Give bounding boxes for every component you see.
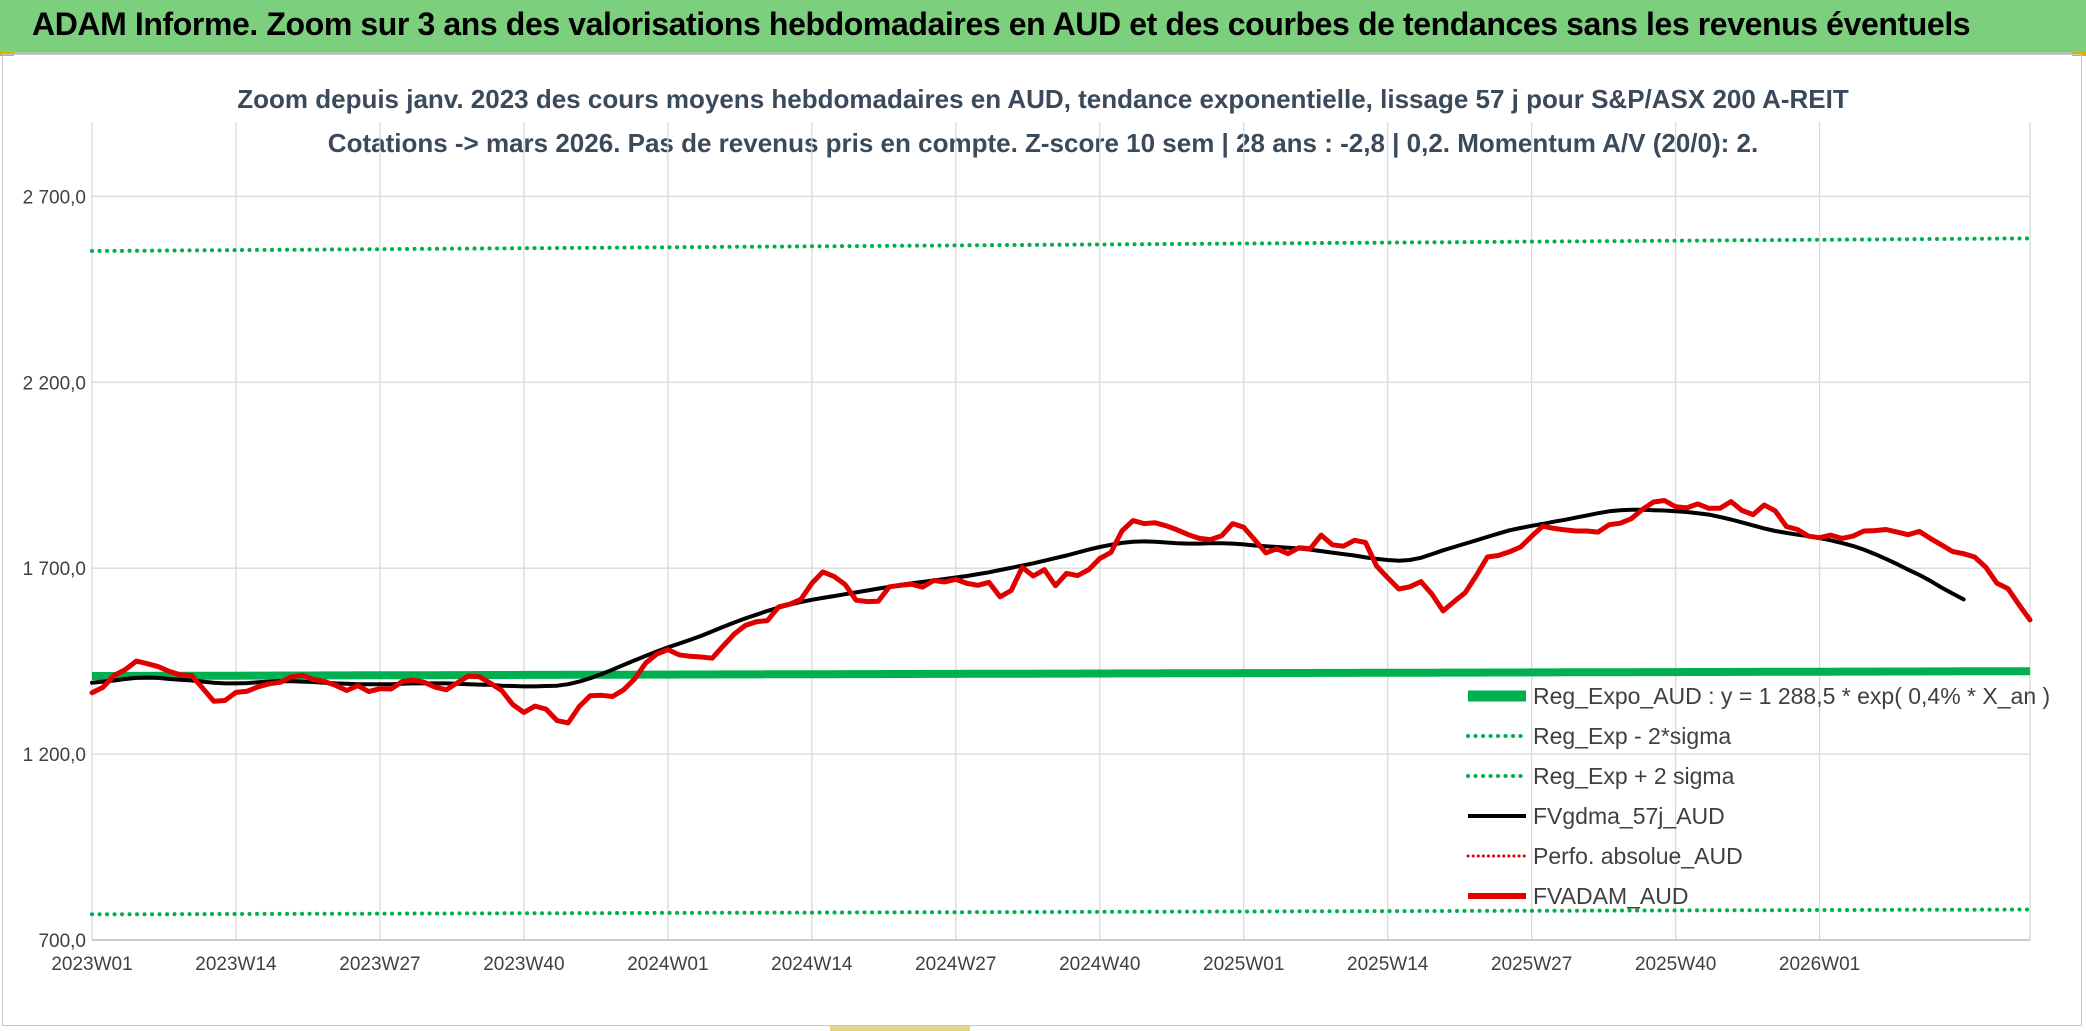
y-tick-label: 1 700,0 (23, 559, 86, 580)
fvgdma-57j-line (90, 507, 1966, 689)
report-banner: ADAM Informe. Zoom sur 3 ans des valoris… (0, 0, 2086, 54)
legend-label: Reg_Expo_AUD : y = 1 288,5 * exp( 0,4% *… (1533, 683, 2050, 709)
y-tick-label: 700,0 (38, 931, 86, 952)
x-tick-label: 2024W14 (771, 954, 853, 975)
x-tick-label: 2024W40 (1059, 954, 1140, 975)
x-tick-label: 2025W40 (1635, 954, 1716, 975)
reg-exp-minus-2sigma-line (90, 907, 2032, 917)
report-title: ADAM Informe. Zoom sur 3 ans des valoris… (32, 6, 1971, 42)
chart-subtitle: Cotations -> mars 2026. Pas de revenus p… (327, 128, 1759, 158)
chart-title: Zoom depuis janv. 2023 des cours moyens … (237, 84, 1849, 114)
legend-label: Perfo. absolue_AUD (1533, 843, 1743, 869)
x-tick-label: 2025W14 (1347, 954, 1429, 975)
fvadam-aud-line (89, 498, 2033, 726)
bottom-tab-marker (830, 1026, 970, 1031)
y-tick-label: 1 200,0 (23, 745, 86, 766)
x-tick-label: 2023W27 (339, 954, 420, 975)
reg-expo-aud-line (92, 667, 2030, 680)
legend-label: FVADAM_AUD (1533, 883, 1689, 909)
x-tick-label: 2023W01 (51, 954, 132, 975)
y-tick-label: 2 200,0 (23, 373, 86, 394)
x-tick-label: 2025W01 (1203, 954, 1284, 975)
reg-exp-plus-2sigma-line (90, 236, 2032, 253)
legend-label: FVgdma_57j_AUD (1533, 803, 1725, 829)
x-tick-label: 2023W14 (195, 954, 277, 975)
x-tick-label: 2023W40 (483, 954, 564, 975)
x-tick-label: 2025W27 (1491, 954, 1572, 975)
x-tick-label: 2026W01 (1779, 954, 1860, 975)
x-tick-label: 2024W27 (915, 954, 996, 975)
x-tick-label: 2024W01 (627, 954, 708, 975)
chart-area (2, 54, 2082, 1026)
y-tick-label: 2 700,0 (23, 187, 86, 208)
legend-label: Reg_Exp + 2 sigma (1533, 763, 1735, 789)
legend-label: Reg_Exp - 2*sigma (1533, 723, 1731, 749)
